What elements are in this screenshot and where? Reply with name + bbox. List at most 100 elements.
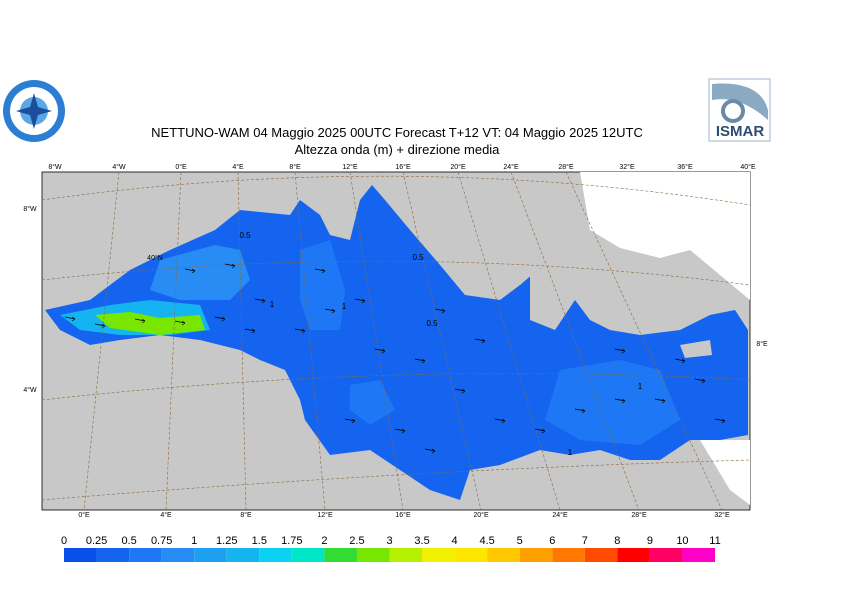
colorbar-swatch	[161, 548, 195, 562]
graticule	[41, 171, 751, 511]
white-area	[700, 440, 750, 505]
lon-label: 8°E	[240, 511, 252, 519]
lon-label: 28°E	[558, 163, 574, 171]
arrow-head	[421, 358, 426, 364]
arrow	[374, 348, 386, 352]
colorbar-label: 4.5	[480, 535, 495, 547]
arrow	[394, 428, 406, 432]
colorbar-swatch	[682, 548, 715, 562]
colorbar-label: 0.75	[151, 535, 172, 547]
colorbar-swatch	[129, 548, 162, 562]
lat-label: 4°W	[23, 386, 37, 394]
logo-right: ISMAR	[708, 78, 771, 142]
colorbar-label: 1	[191, 535, 197, 547]
arrow-head	[301, 328, 306, 334]
colorbar-swatch	[487, 548, 520, 562]
arrow-head	[321, 268, 326, 274]
arrow	[214, 316, 226, 320]
lon-label: 0°E	[78, 511, 90, 519]
contour-label: 0.5	[426, 319, 438, 328]
arrow	[94, 323, 106, 327]
arrow-head	[401, 428, 406, 434]
lon-label: 16°E	[395, 163, 411, 171]
colorbar-label: 0.25	[86, 535, 107, 547]
arrow	[614, 348, 626, 352]
arrow-head	[191, 268, 196, 274]
colorbar-swatch	[291, 548, 325, 562]
lat-label: 8°W	[23, 205, 37, 213]
contour-label: 1	[270, 300, 275, 309]
arrow-head	[251, 328, 256, 334]
arrow	[344, 418, 356, 422]
contour-label: 1	[568, 448, 573, 457]
lon-label: 20°E	[450, 163, 466, 171]
sea-region	[95, 312, 205, 335]
lon-label: 32°E	[714, 511, 730, 519]
colorbar-label: 10	[676, 535, 688, 547]
arrow	[294, 328, 306, 332]
arrow	[224, 263, 236, 267]
arrow	[244, 328, 256, 332]
colorbar-swatch	[324, 548, 357, 562]
arrow-head	[101, 323, 106, 329]
lon-label: 12°E	[317, 511, 333, 519]
arrow	[454, 388, 466, 392]
colorbar-swatch	[584, 548, 618, 562]
lon-label: 40°E	[740, 163, 756, 171]
arrow-head	[661, 398, 666, 404]
arrow	[494, 418, 506, 422]
map	[41, 171, 751, 511]
colorbar-label: 2.5	[349, 535, 364, 547]
arrow-head	[621, 398, 626, 404]
colorbar-swatch	[96, 548, 130, 562]
arrow-head	[351, 418, 356, 424]
lon-label: 12°E	[342, 163, 358, 171]
contour-label: 0.5	[412, 253, 424, 262]
arrow	[314, 268, 326, 272]
arrow-head	[381, 348, 386, 354]
arrow	[534, 428, 546, 432]
colorbar-swatch	[226, 548, 260, 562]
colorbar-label: 1.5	[252, 535, 267, 547]
colorbar-swatch	[422, 548, 455, 562]
arrow	[424, 448, 436, 452]
arrow	[354, 298, 366, 302]
direction-arrows	[64, 263, 726, 454]
colorbar-swatch	[389, 548, 423, 562]
colorbar-swatch	[552, 548, 585, 562]
sea-region	[300, 240, 345, 330]
arrow	[654, 398, 666, 402]
colorbar-label: 6	[549, 535, 555, 547]
lon-label: 16°E	[395, 511, 411, 519]
arrow	[324, 308, 336, 312]
sea-region	[350, 380, 395, 425]
colorbar-swatch	[356, 548, 390, 562]
arrow	[134, 318, 146, 322]
colorbar-label: 11	[709, 535, 720, 547]
lon-label: 36°E	[677, 163, 693, 171]
lon-label: 32°E	[619, 163, 635, 171]
island	[680, 340, 712, 358]
arrow-head	[221, 316, 226, 322]
map-labels: 8°W 4°W 0°E 4°E 8°E 12°E 16°E 20°E 24°E 28°E 32°E 3…	[23, 163, 768, 519]
arrow-head	[141, 318, 146, 324]
lon-label: 0°E	[175, 163, 187, 171]
colorbar-label: 4	[452, 535, 458, 547]
arrow	[694, 378, 706, 382]
lon-label: 4°W	[112, 163, 126, 171]
colorbar-label: 7	[582, 535, 588, 547]
arrow	[254, 298, 266, 302]
arrow-head	[701, 378, 706, 384]
colorbar-swatch	[454, 548, 488, 562]
contour-label: 0.5	[239, 231, 251, 240]
colorbar-swatch	[617, 548, 650, 562]
arrow	[414, 358, 426, 362]
arrow-head	[361, 298, 366, 304]
arrow-head	[461, 388, 466, 394]
arrow	[574, 408, 586, 412]
colorbar-label: 0	[61, 535, 67, 547]
arrow-head	[721, 418, 726, 424]
arrow-head	[71, 316, 76, 322]
arrow	[64, 316, 76, 320]
arrow-head	[431, 448, 436, 454]
